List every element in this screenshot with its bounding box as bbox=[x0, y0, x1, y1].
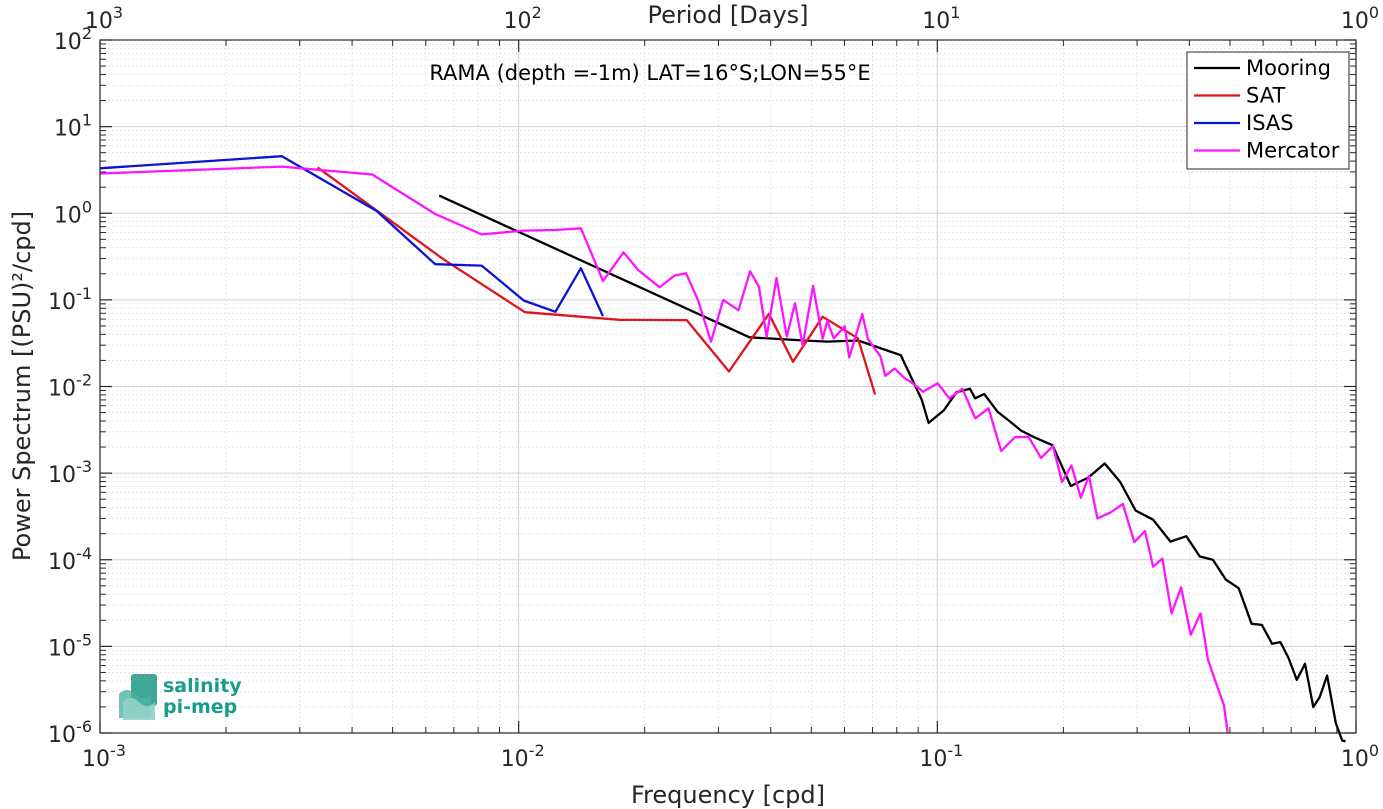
logo-wave-front-icon bbox=[123, 698, 155, 720]
salinity-pi-mep-logo: salinity pi-mep bbox=[119, 674, 242, 720]
y-tick-label: 10-4 bbox=[48, 544, 92, 575]
y-tick-label: 10-2 bbox=[48, 371, 92, 402]
x-tick-label: 10-3 bbox=[82, 741, 126, 772]
legend-label: Mercator bbox=[1246, 139, 1340, 163]
y-tick-label: 100 bbox=[54, 197, 92, 228]
y-tick-label: 10-3 bbox=[48, 457, 92, 488]
y-axis-label: Power Spectrum [(PSU)²/cpd] bbox=[8, 211, 36, 561]
legend-label: ISAS bbox=[1246, 111, 1294, 135]
x-tick-label: 10-1 bbox=[919, 741, 963, 772]
top-x-tick-label: 103 bbox=[85, 3, 123, 34]
y-tick-label: 102 bbox=[54, 24, 92, 55]
top-x-tick-label: 101 bbox=[922, 3, 960, 34]
legend-label: SAT bbox=[1246, 84, 1285, 108]
x-tick-label: 100 bbox=[1341, 741, 1379, 772]
series-line-sat bbox=[316, 166, 877, 395]
top-axis-label: Period [Days] bbox=[647, 1, 808, 29]
y-tick-label: 101 bbox=[54, 111, 92, 142]
y-tick-label: 10-1 bbox=[48, 284, 92, 315]
series-line-mooring bbox=[438, 194, 1346, 743]
top-x-tick-label: 102 bbox=[504, 3, 542, 34]
legend-label: Mooring bbox=[1246, 56, 1331, 80]
series-lines bbox=[99, 155, 1346, 743]
series-line-isas bbox=[99, 155, 605, 317]
logo-line1: salinity bbox=[163, 675, 242, 697]
axis-ticks bbox=[99, 39, 1357, 734]
chart-title: RAMA (depth =-1m) LAT=16°S;LON=55°E bbox=[429, 61, 870, 85]
y-tick-label: 10-6 bbox=[48, 717, 92, 748]
legend: Mooring SAT ISAS Mercator bbox=[1186, 51, 1350, 170]
x-tick-label: 10-2 bbox=[501, 741, 545, 772]
series-line-mercator bbox=[99, 165, 1229, 734]
y-tick-label: 10-5 bbox=[48, 630, 92, 661]
logo-line2: pi-mep bbox=[163, 696, 237, 718]
x-axis-label: Frequency [cpd] bbox=[631, 781, 825, 809]
top-x-tick-label: 100 bbox=[1341, 3, 1379, 34]
